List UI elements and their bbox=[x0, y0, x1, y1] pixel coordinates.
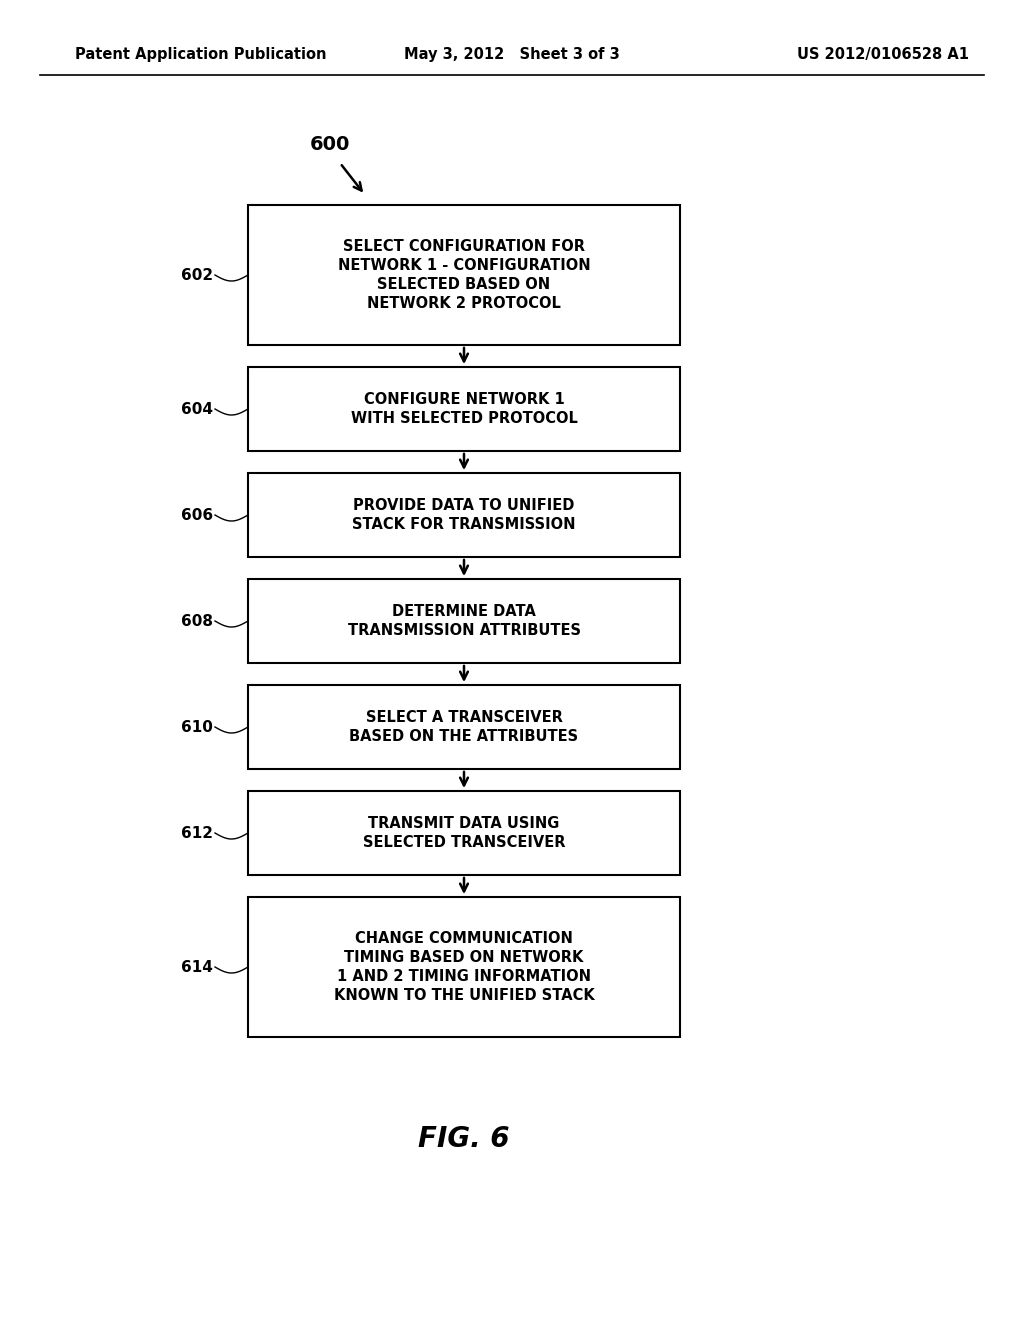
Bar bbox=[248, 205, 680, 345]
Text: DETERMINE DATA
TRANSMISSION ATTRIBUTES: DETERMINE DATA TRANSMISSION ATTRIBUTES bbox=[347, 605, 581, 638]
Text: PROVIDE DATA TO UNIFIED
STACK FOR TRANSMISSION: PROVIDE DATA TO UNIFIED STACK FOR TRANSM… bbox=[352, 498, 575, 532]
Bar bbox=[248, 473, 680, 557]
Text: 614: 614 bbox=[181, 960, 213, 974]
Text: 602: 602 bbox=[181, 268, 213, 282]
Bar bbox=[248, 791, 680, 875]
Text: FIG. 6: FIG. 6 bbox=[418, 1125, 510, 1152]
Text: May 3, 2012   Sheet 3 of 3: May 3, 2012 Sheet 3 of 3 bbox=[404, 48, 620, 62]
Text: 604: 604 bbox=[181, 401, 213, 417]
Bar bbox=[248, 685, 680, 770]
Text: CHANGE COMMUNICATION
TIMING BASED ON NETWORK
1 AND 2 TIMING INFORMATION
KNOWN TO: CHANGE COMMUNICATION TIMING BASED ON NET… bbox=[334, 931, 594, 1003]
Bar bbox=[248, 579, 680, 663]
Text: SELECT CONFIGURATION FOR
NETWORK 1 - CONFIGURATION
SELECTED BASED ON
NETWORK 2 P: SELECT CONFIGURATION FOR NETWORK 1 - CON… bbox=[338, 239, 590, 312]
Text: TRANSMIT DATA USING
SELECTED TRANSCEIVER: TRANSMIT DATA USING SELECTED TRANSCEIVER bbox=[362, 816, 565, 850]
Text: 610: 610 bbox=[181, 719, 213, 734]
Text: 612: 612 bbox=[181, 825, 213, 841]
Text: 600: 600 bbox=[310, 135, 350, 154]
Text: Patent Application Publication: Patent Application Publication bbox=[75, 48, 327, 62]
Bar bbox=[248, 367, 680, 451]
Bar bbox=[248, 898, 680, 1038]
Text: 608: 608 bbox=[181, 614, 213, 628]
Text: 606: 606 bbox=[181, 507, 213, 523]
Text: CONFIGURE NETWORK 1
WITH SELECTED PROTOCOL: CONFIGURE NETWORK 1 WITH SELECTED PROTOC… bbox=[350, 392, 578, 426]
Text: SELECT A TRANSCEIVER
BASED ON THE ATTRIBUTES: SELECT A TRANSCEIVER BASED ON THE ATTRIB… bbox=[349, 710, 579, 744]
Text: US 2012/0106528 A1: US 2012/0106528 A1 bbox=[797, 48, 969, 62]
